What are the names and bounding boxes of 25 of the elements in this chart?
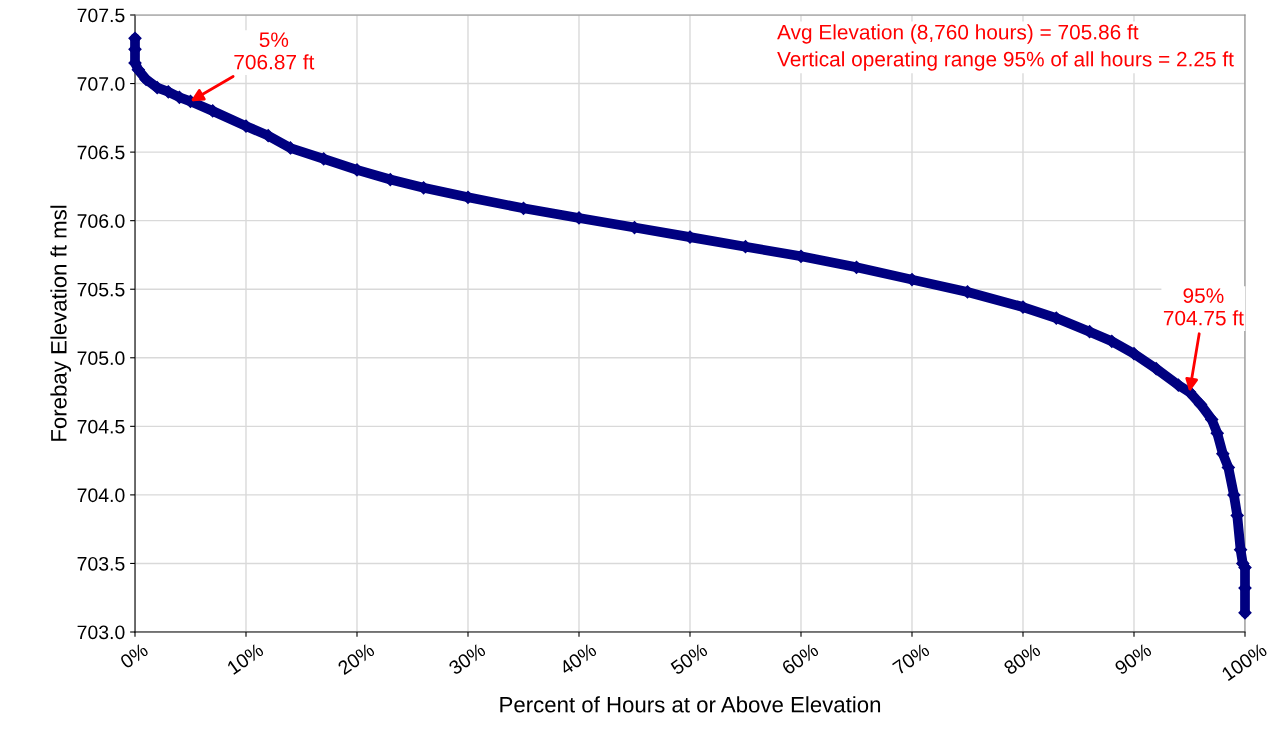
x-tick-label: 70% <box>891 642 931 676</box>
y-tick-label: 705.5 <box>77 282 125 297</box>
annotation: Avg Elevation (8,760 hours) = 705.86 ft Vertical operating range 95% of all hours = 2.25 ft <box>777 24 1234 71</box>
x-tick-label: 90% <box>1113 642 1153 676</box>
y-tick-label: 703.5 <box>77 556 125 571</box>
x-axis-title: Percent of Hours at or Above Elevation <box>500 696 881 713</box>
x-tick-label: 60% <box>780 642 820 676</box>
y-tick-label: 703.0 <box>77 625 125 640</box>
y-tick-label: 707.5 <box>77 8 125 23</box>
x-tick-label: 30% <box>447 642 487 676</box>
x-tick-label: 50% <box>669 642 709 676</box>
annotation: 5% 706.87 ft <box>234 32 315 70</box>
x-tick-label: 10% <box>226 642 265 675</box>
x-tick-label: 20% <box>336 642 376 676</box>
y-axis-title: Forebay Elevation ft msl <box>50 205 72 441</box>
x-tick-label: 80% <box>1002 642 1042 676</box>
y-tick-label: 706.0 <box>77 214 125 228</box>
y-tick-label: 704.0 <box>77 488 125 503</box>
y-tick-label: 705.0 <box>77 351 125 366</box>
x-tick-label: 40% <box>558 642 598 676</box>
annotation: 95% 704.75 ft <box>1163 288 1244 326</box>
y-tick-label: 704.5 <box>77 419 125 434</box>
x-tick-label: 0% <box>119 642 149 670</box>
y-tick-label: 706.5 <box>77 145 125 160</box>
y-tick-label: 707.0 <box>77 77 125 91</box>
